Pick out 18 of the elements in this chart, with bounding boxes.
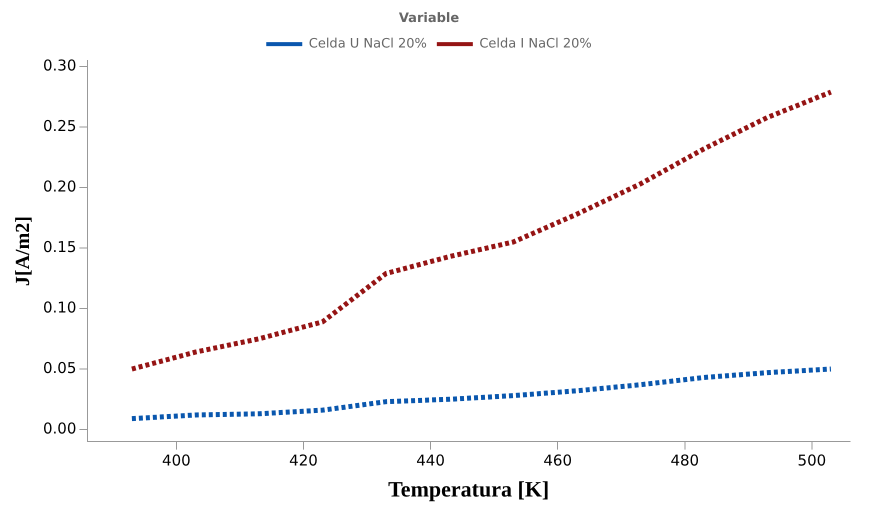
y-tick-label: 0.00 <box>42 419 76 438</box>
x-tick-label: 460 <box>543 451 572 470</box>
x-tick-label: 440 <box>416 451 445 470</box>
x-tick-label: 420 <box>289 451 318 470</box>
x-tick-label: 500 <box>798 451 826 470</box>
x-tick-label: 480 <box>670 451 700 470</box>
y-tick-label: 0.20 <box>42 177 76 196</box>
x-axis-title: Temperatura [K] <box>388 476 550 502</box>
y-tick-label: 0.15 <box>42 238 76 256</box>
y-tick-label: 0.05 <box>42 358 76 377</box>
legend-title: Variable <box>398 10 460 26</box>
y-tick-label: 0.30 <box>42 56 76 75</box>
y-tick-label: 0.10 <box>42 298 76 316</box>
y-tick-label: 0.25 <box>42 117 76 136</box>
legend-label: Celda U NaCl 20% <box>308 36 427 52</box>
legend-label: Celda I NaCl 20% <box>479 36 592 52</box>
y-axis-title: J[A/m2] <box>12 216 34 286</box>
x-tick-label: 400 <box>162 451 191 470</box>
